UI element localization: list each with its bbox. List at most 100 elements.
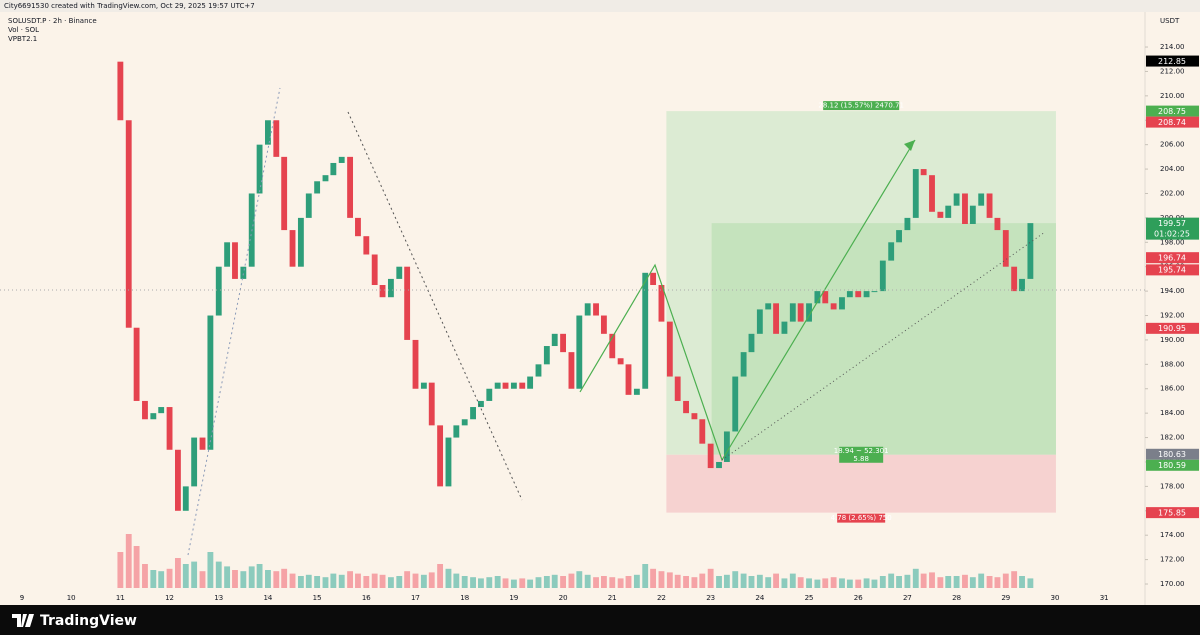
candle-body <box>986 193 993 218</box>
volume-bar <box>125 534 132 588</box>
candle-body <box>420 382 427 389</box>
candle-body <box>174 449 181 511</box>
candle-body <box>748 333 755 353</box>
candle-body <box>879 260 886 292</box>
volume-bar <box>781 578 788 588</box>
candle-body <box>994 217 1001 231</box>
x-tick-label: 17 <box>411 594 420 602</box>
candle-body <box>273 120 280 157</box>
volume-bar <box>871 579 878 588</box>
candle-body <box>1011 266 1018 292</box>
x-tick-label: 9 <box>20 594 24 602</box>
candle-body <box>387 278 394 298</box>
entry-label: 18.94 ~ 52.301 <box>834 447 889 455</box>
volume-bar <box>1019 576 1025 588</box>
candle-body <box>633 388 640 395</box>
candle-body <box>707 443 714 469</box>
currency: USDT <box>1160 17 1180 25</box>
x-tick-label: 16 <box>362 594 371 602</box>
x-tick-label: 28 <box>952 594 961 602</box>
y-tick-label: 172.00 <box>1160 556 1185 564</box>
candle-body <box>650 272 657 286</box>
candle-body <box>929 175 935 212</box>
volume-bar <box>904 574 911 588</box>
candle-body <box>888 242 895 261</box>
volume-bar <box>478 578 484 588</box>
candle-body <box>224 242 231 267</box>
volume-bar <box>265 570 271 588</box>
x-tick-label: 10 <box>67 594 76 602</box>
volume-bar <box>945 576 952 588</box>
price-tag <box>1146 459 1199 471</box>
volume-bar <box>207 552 214 588</box>
price-tag-label: 180.63 <box>1158 450 1186 459</box>
price-tag-label: 199.57 <box>1158 219 1186 228</box>
candle-body <box>945 205 952 218</box>
x-tick-label: 18 <box>460 594 469 602</box>
y-tick-label: 184.00 <box>1160 409 1185 417</box>
volume-bar <box>723 574 730 588</box>
position-loss-zone <box>666 454 1056 513</box>
volume-bar <box>1011 571 1018 588</box>
y-tick-label: 194.00 <box>1160 287 1185 295</box>
candle-body <box>723 431 730 462</box>
candle-body <box>371 254 378 286</box>
candle-body <box>445 437 452 487</box>
candle-body <box>355 217 361 237</box>
price-tag <box>1146 217 1199 240</box>
volume-bar <box>986 576 993 588</box>
price-tag <box>1146 116 1199 128</box>
volume-bar <box>797 577 804 588</box>
x-tick-label: 13 <box>214 594 223 602</box>
volume-bar <box>428 572 435 588</box>
volume-bar <box>576 571 583 588</box>
x-tick-label: 23 <box>706 594 715 602</box>
candle-body <box>150 413 157 420</box>
volume-bar <box>855 579 862 588</box>
price-tag-label: 208.75 <box>1158 107 1186 116</box>
candle-body <box>912 169 919 218</box>
candle-body <box>289 230 296 267</box>
candle-body <box>740 352 747 377</box>
price-tag <box>1146 448 1199 460</box>
candle-body <box>215 266 222 316</box>
volume-bar <box>486 577 493 588</box>
candle-body <box>600 315 607 334</box>
candle-body <box>1027 223 1034 279</box>
y-tick-label: 188.00 <box>1160 360 1185 368</box>
candle-body <box>166 407 173 450</box>
candle-body <box>871 291 878 293</box>
candle-body <box>920 169 927 176</box>
candle-body <box>412 339 419 389</box>
volume-bar <box>896 576 902 588</box>
x-tick-label: 29 <box>1001 594 1010 602</box>
y-tick-label: 210.00 <box>1160 92 1185 100</box>
volume-bar <box>756 574 763 588</box>
footer <box>0 605 1200 635</box>
candle-body <box>732 376 739 432</box>
candle-body <box>191 437 198 487</box>
candle-body <box>797 303 804 322</box>
candle-body <box>953 193 960 206</box>
candle-body <box>937 211 944 218</box>
volume-bar <box>502 578 509 588</box>
y-tick-label: 178.00 <box>1160 482 1185 490</box>
price-tag <box>1146 322 1199 334</box>
x-tick-label: 31 <box>1100 594 1109 602</box>
candle-body <box>281 156 288 231</box>
volume-bar <box>773 573 780 588</box>
volume-bar <box>519 578 526 588</box>
candle-body <box>478 400 484 408</box>
volume-bar <box>814 579 821 588</box>
candle-body <box>527 376 534 389</box>
y-tick-label: 206.00 <box>1160 141 1185 149</box>
candle-body <box>609 333 616 359</box>
volume-bar <box>584 574 591 588</box>
volume-bar <box>199 571 206 588</box>
volume-bar <box>215 561 222 588</box>
price-tag <box>1146 507 1199 519</box>
volume-bar <box>674 574 681 588</box>
volume-bar <box>666 572 673 588</box>
candle-body <box>683 400 689 414</box>
